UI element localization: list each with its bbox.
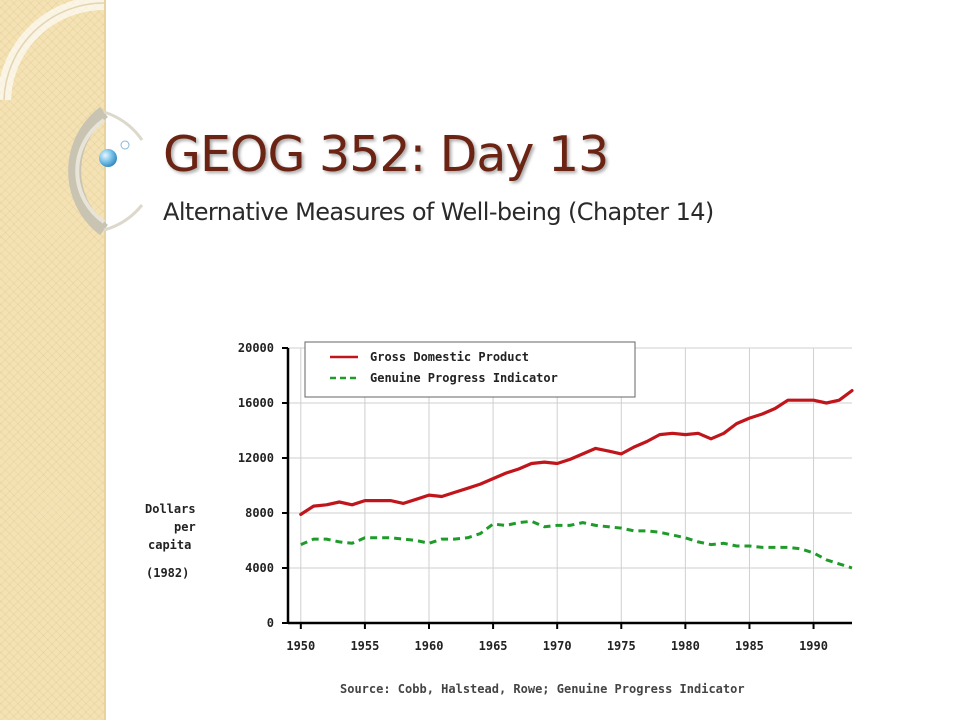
x-tick-labels: 1950 1955 1960 1965 1970 1975 1980 1985 1990 [286, 623, 828, 653]
y-axis-label-line-1: Dollars [145, 502, 196, 516]
source-note: Source: Cobb, Halstead, Rowe; Genuine Pr… [340, 682, 745, 696]
x-tick-label: 1980 [671, 639, 700, 653]
x-tick-label: 1950 [286, 639, 315, 653]
y-tick-label: 20000 [238, 341, 274, 355]
legend-box [304, 341, 636, 398]
x-tick-label: 1960 [415, 639, 444, 653]
axes [286, 348, 852, 625]
y-tick-label: 0 [267, 616, 274, 630]
x-tick-label: 1990 [799, 639, 828, 653]
x-tick-label: 1955 [350, 639, 379, 653]
decorative-circles [0, 0, 144, 236]
slide-title: GEOG 352: Day 13 [163, 126, 609, 183]
x-tick-label: 1965 [479, 639, 508, 653]
legend-label-gdp: Gross Domestic Product [370, 350, 529, 364]
legend: Gross Domestic Product Genuine Progress … [304, 341, 636, 398]
slide-subtitle: Alternative Measures of Well-being (Chap… [163, 198, 714, 226]
y-axis-label: Dollars per capita (1982) [145, 502, 196, 580]
series-line-gdp [299, 388, 854, 516]
y-axis-label-line-3: capita [148, 538, 191, 552]
y-tick-labels: 0 4000 8000 12000 16000 20000 [238, 341, 288, 630]
y-tick-label: 16000 [238, 396, 274, 410]
x-tick-label: 1975 [607, 639, 636, 653]
series-line-gpi [300, 519, 853, 570]
series-lines [299, 388, 854, 570]
y-tick-label: 4000 [245, 561, 274, 575]
decorative-bullets [99, 140, 130, 167]
gdp-vs-gpi-chart: 0 4000 8000 12000 16000 20000 1950 1955 1960 196… [145, 341, 854, 696]
y-tick-label: 12000 [238, 451, 274, 465]
x-tick-label: 1970 [543, 639, 572, 653]
x-tick-label: 1985 [735, 639, 764, 653]
y-tick-label: 8000 [245, 506, 274, 520]
y-axis-label-line-2: per [174, 520, 196, 534]
y-axis-label-line-4: (1982) [146, 566, 189, 580]
legend-label-gpi: Genuine Progress Indicator [370, 371, 558, 385]
